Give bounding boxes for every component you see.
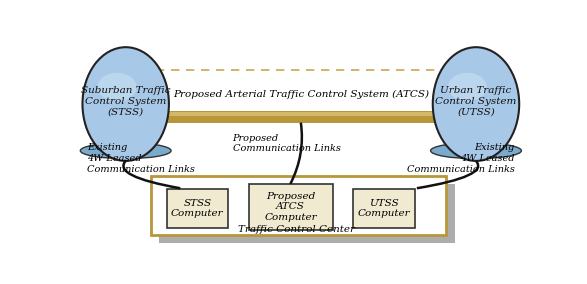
- Text: STSS
Computer: STSS Computer: [171, 199, 224, 218]
- Ellipse shape: [97, 73, 137, 101]
- Text: Urban Traffic
Control System
(UTSS): Urban Traffic Control System (UTSS): [436, 86, 517, 116]
- Bar: [353, 189, 414, 227]
- Text: Existing
4W Leased
Communication Links: Existing 4W Leased Communication Links: [407, 143, 515, 174]
- Ellipse shape: [82, 47, 169, 161]
- Text: Existing
4W Leased
Communication Links: Existing 4W Leased Communication Links: [87, 143, 195, 174]
- Bar: [126, 112, 476, 116]
- Text: Proposed Arterial Traffic Control System (ATCS): Proposed Arterial Traffic Control System…: [173, 90, 429, 99]
- Bar: [167, 189, 228, 227]
- Ellipse shape: [80, 143, 171, 159]
- Text: Suburban Traffic
Control System
(STSS): Suburban Traffic Control System (STSS): [81, 86, 170, 116]
- Text: UTSS
Computer: UTSS Computer: [357, 199, 410, 218]
- Bar: [126, 110, 476, 123]
- Text: Proposed
Communication Links: Proposed Communication Links: [232, 133, 340, 153]
- Text: Traffic Control Center: Traffic Control Center: [238, 225, 355, 234]
- Polygon shape: [159, 184, 454, 243]
- Ellipse shape: [431, 143, 521, 159]
- Ellipse shape: [433, 47, 519, 161]
- Text: Proposed
ATCS
Computer: Proposed ATCS Computer: [264, 192, 317, 222]
- Bar: [248, 184, 333, 230]
- Bar: [151, 176, 447, 235]
- Ellipse shape: [448, 73, 487, 101]
